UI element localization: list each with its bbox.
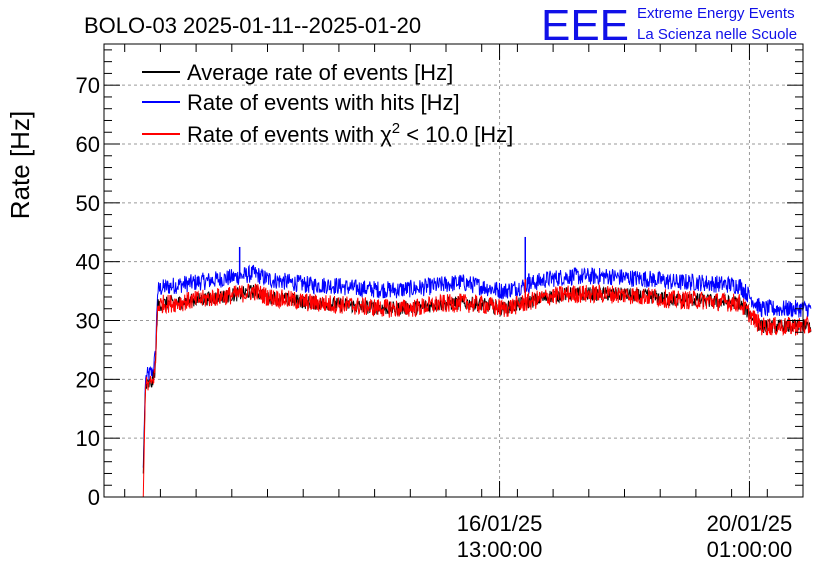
y-tick-label-50: 50 <box>76 191 100 216</box>
series-line-0 <box>142 264 812 468</box>
y-tick-label-20: 20 <box>76 367 100 392</box>
plot-frame <box>103 43 804 498</box>
series-line-2 <box>142 283 812 498</box>
legend-chi2-prefix: Rate of events with <box>187 122 380 147</box>
logo-line2: La Scienza nelle Scuole <box>637 26 797 43</box>
chart-title: BOLO-03 2025-01-11--2025-01-20 <box>84 13 421 38</box>
series-group <box>142 236 812 498</box>
y-tick-label-10: 10 <box>76 426 100 451</box>
eee-logo: EEE Extreme Energy Events La Scienza nel… <box>541 1 797 50</box>
axes-frame <box>103 43 804 498</box>
legend-label-hits: Rate of events with hits [Hz] <box>187 90 460 115</box>
y-tick-label-40: 40 <box>76 250 100 275</box>
y-axis-label: Rate [Hz] <box>5 111 35 219</box>
logo-line1: Extreme Energy Events <box>637 5 795 22</box>
x-tick-label-time-1: 01:00:00 <box>707 537 793 562</box>
legend-chi2-suffix: < 10.0 [Hz] <box>400 122 513 147</box>
x-tick-label-date-1: 20/01/25 <box>707 511 793 536</box>
logo-mark: EEE <box>541 1 629 50</box>
x-tick-label-date-0: 16/01/25 <box>457 511 543 536</box>
y-tick-label-0: 0 <box>88 485 100 510</box>
y-tick-label-60: 60 <box>76 132 100 157</box>
legend-label-average: Average rate of events [Hz] <box>187 60 453 85</box>
x-tick-label-time-0: 13:00:00 <box>457 537 543 562</box>
legend-chi2-exp: 2 <box>392 120 400 137</box>
y-tick-labels: 0 10 20 30 40 50 60 70 <box>76 73 100 510</box>
y-tick-label-30: 30 <box>76 309 100 334</box>
grid-lines <box>104 44 803 497</box>
legend: Average rate of events [Hz] Rate of even… <box>142 60 513 147</box>
legend-chi2-symbol: χ <box>380 122 392 147</box>
legend-label-chi2: Rate of events with χ2 < 10.0 [Hz] <box>187 120 513 147</box>
y-tick-label-70: 70 <box>76 73 100 98</box>
